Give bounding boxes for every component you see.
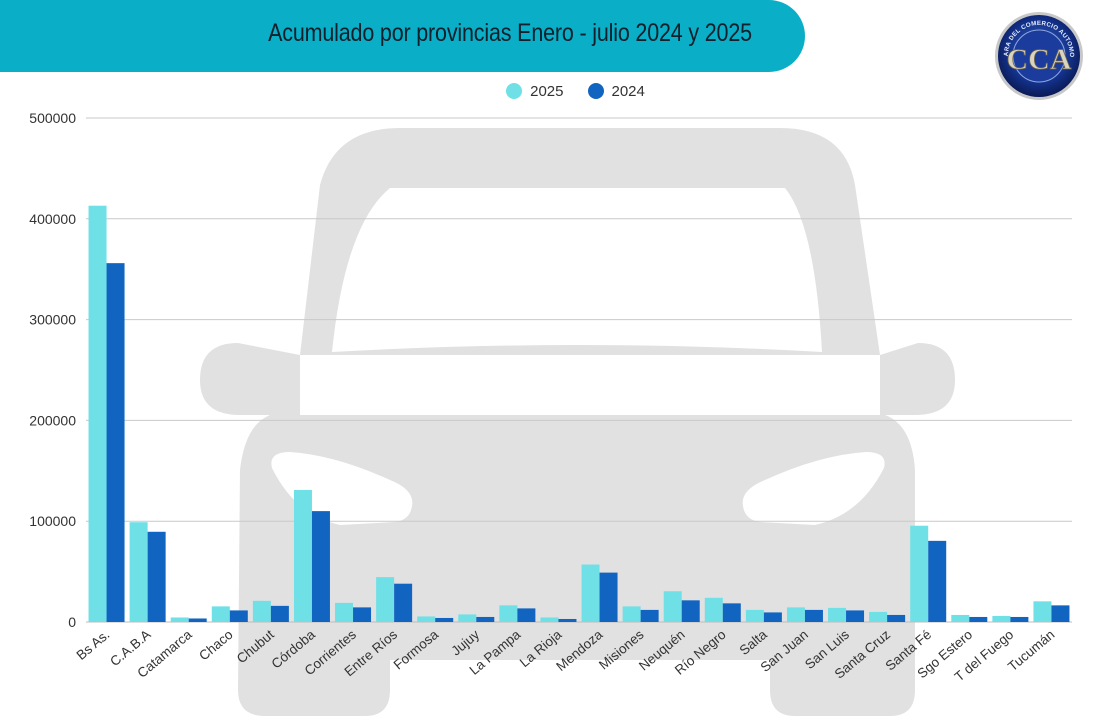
bar-2025-16 — [745, 609, 764, 622]
logo-letters: CCA — [1007, 43, 1072, 76]
bar-2024-11 — [558, 618, 577, 622]
bar-2024-8 — [435, 617, 454, 622]
bar-2024-9 — [476, 616, 495, 622]
bar-2024-10 — [517, 608, 536, 622]
bar-2024-4 — [270, 605, 289, 622]
x-tick-label: Chaco — [196, 627, 236, 664]
bar-2025-11 — [540, 617, 559, 622]
bar-2025-12 — [581, 564, 600, 622]
bar-2024-6 — [353, 607, 372, 622]
chart-title: Acumulado por provincias Enero - julio 2… — [268, 18, 752, 47]
y-tick-label: 0 — [68, 614, 76, 630]
y-tick-label: 300000 — [29, 312, 76, 328]
bar-2025-8 — [417, 616, 436, 622]
legend-swatch-2024 — [587, 83, 604, 99]
bar-2024-5 — [311, 511, 330, 622]
y-tick-label: 500000 — [29, 110, 76, 126]
legend-item-2025: 2025 — [506, 82, 564, 100]
bar-2024-1 — [147, 531, 166, 622]
legend-label-2025: 2025 — [530, 82, 564, 100]
title-banner — [0, 0, 805, 72]
bar-2025-6 — [335, 602, 354, 622]
bar-2025-19 — [869, 611, 888, 622]
bar-2025-5 — [293, 489, 312, 622]
bar-2025-2 — [170, 617, 189, 622]
bar-2025-13 — [622, 606, 641, 622]
bar-2025-17 — [786, 607, 805, 622]
y-tick-label: 100000 — [29, 513, 76, 529]
y-tick-label: 200000 — [29, 412, 76, 428]
bar-2024-19 — [887, 614, 906, 622]
x-tick-label: Tucumán — [1005, 627, 1057, 674]
bar-2025-18 — [828, 607, 847, 622]
bar-2025-4 — [252, 600, 271, 622]
bar-2025-9 — [458, 614, 477, 622]
y-tick-label: 400000 — [29, 211, 76, 227]
bar-2024-20 — [928, 540, 947, 622]
bar-2025-3 — [211, 606, 230, 622]
bar-2024-21 — [969, 616, 988, 622]
bar-2024-13 — [640, 609, 659, 622]
bar-2024-16 — [763, 612, 782, 622]
bar-2024-7 — [394, 583, 413, 622]
bar-2024-14 — [681, 600, 700, 622]
bar-2025-15 — [704, 597, 723, 622]
bar-2025-7 — [376, 577, 395, 622]
bar-2025-23 — [1033, 601, 1052, 622]
y-gridlines — [86, 117, 1072, 623]
bar-2025-1 — [129, 522, 148, 622]
bar-2024-2 — [188, 618, 207, 622]
bar-2024-12 — [599, 572, 618, 622]
bars — [88, 205, 1070, 623]
bar-2024-3 — [229, 610, 248, 622]
bar-2024-0 — [106, 263, 125, 622]
bar-2024-15 — [722, 603, 741, 622]
bar-2025-10 — [499, 605, 518, 622]
legend-swatch-2025 — [506, 83, 523, 99]
legend-label-2024: 2024 — [611, 82, 645, 100]
bar-2024-18 — [846, 610, 865, 622]
bar-2024-22 — [1010, 616, 1029, 622]
legend-item-2024: 2024 — [587, 82, 645, 100]
bar-2025-20 — [910, 525, 929, 622]
bar-2024-23 — [1051, 605, 1070, 622]
bar-2025-0 — [88, 205, 107, 623]
bar-2025-21 — [951, 614, 970, 622]
bar-2025-22 — [992, 615, 1011, 622]
bar-2024-17 — [804, 609, 823, 622]
bar-2025-14 — [663, 591, 682, 622]
chart-legend: 2025 2024 — [0, 80, 1096, 102]
cca-logo: CAMARA DEL COMERCIO AUTOMOTOR CCA — [994, 11, 1083, 100]
y-axis: 0 100000 200000 300000 400000 500000 — [29, 110, 76, 630]
